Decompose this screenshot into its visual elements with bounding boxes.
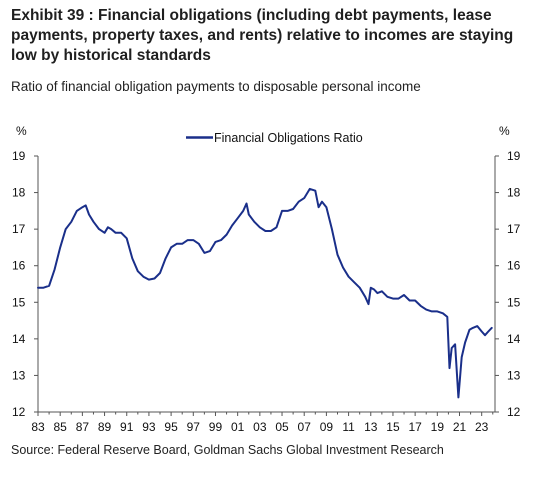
y-tick-label-left: 19 (12, 149, 26, 163)
y-tick-label-right: 12 (507, 405, 521, 419)
x-tick-label: 89 (98, 420, 112, 434)
x-tick-label: 11 (342, 420, 355, 434)
x-tick-label: 17 (408, 420, 422, 434)
x-tick-label: 97 (187, 420, 201, 434)
line-chart: % % 12 12 13 13 14 14 15 15 16 16 17 17 18 18 19 19 83 85… (12, 124, 521, 434)
y-tick-label-right: 13 (507, 368, 521, 382)
x-tick-label: 99 (209, 420, 223, 434)
source-note: Source: Federal Reserve Board, Goldman S… (11, 443, 444, 457)
y-axis-label-left: % (16, 124, 27, 138)
x-tick-label: 15 (386, 420, 400, 434)
x-tick-label: 93 (142, 420, 156, 434)
y-tick-label-right: 16 (507, 259, 521, 273)
legend-label: Financial Obligations Ratio (214, 131, 363, 145)
y-tick-label-right: 19 (507, 149, 521, 163)
y-axis-label-right: % (499, 124, 510, 138)
x-tick-label: 13 (364, 420, 378, 434)
y-tick-label-left: 17 (12, 222, 26, 236)
x-tick-label: 85 (54, 420, 68, 434)
x-tick-label: 07 (298, 420, 312, 434)
legend: Financial Obligations Ratio (186, 131, 363, 145)
y-tick-label-right: 18 (507, 186, 521, 200)
x-tick-label: 01 (231, 420, 245, 434)
x-tick-label: 19 (431, 420, 445, 434)
y-tick-label-right: 15 (507, 295, 521, 309)
chart-title: Exhibit 39 : Financial obligations (incl… (11, 7, 514, 64)
y-tick-label-left: 13 (12, 368, 26, 382)
y-tick-label-right: 17 (507, 222, 521, 236)
x-tick-label: 95 (164, 420, 178, 434)
y-tick-label-right: 14 (507, 332, 521, 346)
x-tick-label: 09 (320, 420, 334, 434)
y-tick-label-left: 14 (12, 332, 26, 346)
x-tick-label: 87 (76, 420, 90, 434)
x-tick-label: 03 (253, 420, 267, 434)
y-tick-label-left: 15 (12, 295, 26, 309)
x-tick-label: 05 (275, 420, 289, 434)
series-line-financial-obligations-ratio (37, 187, 493, 399)
y-tick-label-left: 18 (12, 186, 26, 200)
x-tick-label: 21 (453, 420, 467, 434)
chart-subtitle: Ratio of financial obligation payments t… (11, 79, 421, 94)
y-tick-label-left: 16 (12, 259, 26, 273)
y-tick-label-left: 12 (12, 405, 26, 419)
x-tick-label: 23 (475, 420, 489, 434)
x-tick-label: 83 (31, 420, 45, 434)
x-tick-label: 91 (120, 420, 134, 434)
